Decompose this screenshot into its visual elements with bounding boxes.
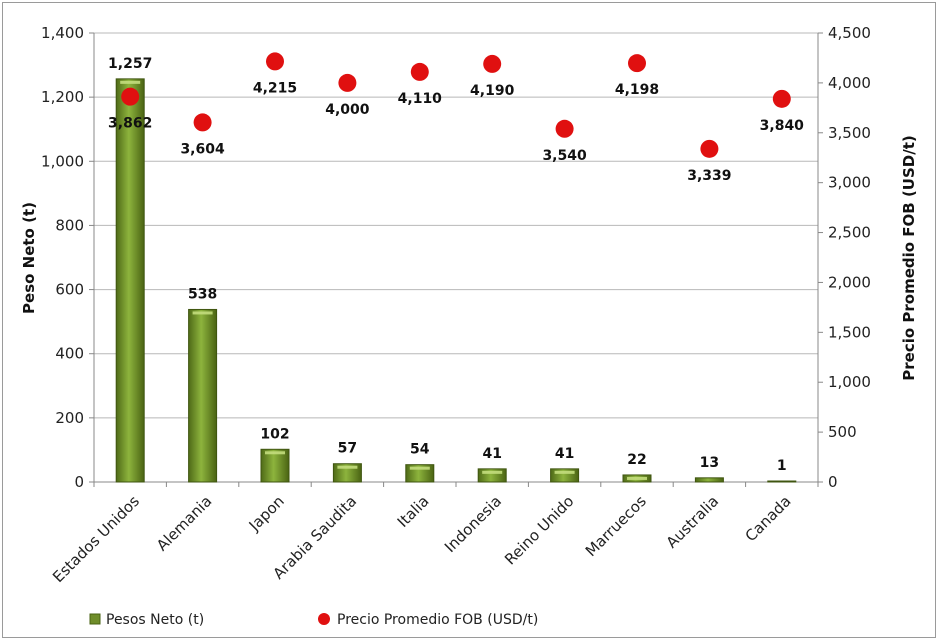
bar-data-label: 13 (700, 455, 719, 471)
y-left-tick-label: 1,200 (41, 88, 84, 106)
price-point (338, 73, 357, 92)
bar (550, 468, 580, 483)
y-axis-right-title: Precio Promedio FOB (USD/t) (900, 135, 918, 380)
bar-data-label: 1 (777, 458, 787, 474)
bar-data-label: 538 (188, 286, 217, 302)
category-label: Japon (245, 492, 288, 535)
price-point (121, 87, 140, 106)
bar-highlight (554, 470, 575, 474)
category-label: Indonesia (441, 492, 505, 556)
y-right-tick-label: 0 (828, 473, 838, 491)
bar-data-label: 22 (627, 452, 646, 468)
y-left-tick-label: 1,400 (41, 24, 84, 42)
axes: 0 200 400 600 800 1,000 1,200 1,400 0 500 1,000 1,5… (41, 24, 871, 491)
bar-highlight (265, 451, 285, 455)
y-left-tick-label: 0 (74, 473, 84, 491)
legend-label-bar: Pesos Neto (t) (106, 612, 204, 628)
point-data-label: 4,198 (615, 82, 659, 98)
y-right-tick-label: 500 (828, 423, 857, 441)
data-labels: 1,257 538 102 57 54 41 41 22 13 1 3,862 3,604 4,215 4… (108, 56, 804, 474)
bar-series (115, 78, 797, 483)
bar (694, 477, 724, 483)
y-left-tick-label: 1,000 (41, 152, 84, 170)
point-data-label: 3,540 (542, 148, 587, 164)
bar-highlight (192, 311, 213, 315)
scatter-series (121, 52, 791, 158)
point-data-label: 3,862 (108, 116, 152, 132)
bar-data-label: 41 (555, 446, 574, 462)
bar (260, 448, 290, 483)
bar (115, 78, 145, 483)
y-right-tick-label: 1,500 (828, 323, 871, 341)
category-label: Italia (394, 492, 433, 531)
legend-label-dot: Precio Promedio FOB (USD/t) (337, 612, 538, 628)
y-right-tick-label: 4,500 (828, 24, 871, 42)
point-data-label: 4,215 (253, 80, 297, 96)
bar-data-label: 57 (338, 441, 357, 457)
bar-highlight (627, 476, 647, 480)
legend-swatch-bar (89, 613, 101, 625)
point-data-label: 3,840 (760, 118, 805, 134)
price-point (410, 62, 429, 81)
category-label: Marruecos (582, 492, 650, 560)
y-left-tick-label: 200 (55, 409, 84, 427)
y-right-tick-label: 4,000 (828, 74, 871, 92)
bar-highlight (337, 465, 358, 469)
price-point (628, 54, 646, 73)
price-point (700, 139, 719, 158)
bar-highlight (120, 80, 141, 84)
y-right-tick-label: 2,000 (828, 273, 871, 291)
y-axis-left-title: Peso Neto (t) (20, 202, 38, 314)
price-point (772, 89, 791, 108)
legend-swatch-dot (318, 613, 330, 625)
legend: Pesos Neto (t) Precio Promedio FOB (USD/… (89, 612, 538, 628)
bar-data-label: 102 (260, 426, 289, 442)
bar-data-label: 1,257 (108, 56, 152, 72)
category-label: Canada (742, 492, 795, 545)
bar (188, 308, 218, 483)
category-label: Alemania (153, 492, 215, 554)
point-data-label: 4,110 (398, 91, 443, 107)
bar-highlight (482, 470, 503, 474)
bar (477, 468, 507, 483)
y-left-tick-label: 600 (55, 281, 84, 299)
bar (767, 480, 797, 483)
y-right-tick-label: 3,500 (828, 124, 871, 142)
bar-data-label: 41 (482, 446, 501, 462)
bar-data-label: 54 (410, 442, 430, 458)
category-label: Estados Unidos (49, 492, 143, 586)
category-label: Reino Unido (501, 492, 577, 568)
price-point (193, 113, 212, 132)
y-right-tick-label: 1,000 (828, 373, 871, 391)
y-right-tick-label: 3,000 (828, 174, 871, 192)
y-left-tick-label: 400 (55, 345, 84, 363)
point-data-label: 4,000 (325, 102, 370, 118)
y-right-tick-label: 2,500 (828, 224, 871, 242)
bar-highlight (409, 466, 430, 470)
point-data-label: 3,339 (687, 168, 731, 184)
category-label: Australia (663, 492, 723, 552)
point-data-label: 3,604 (180, 141, 225, 157)
price-point (555, 119, 574, 138)
point-data-label: 4,190 (470, 83, 515, 99)
y-left-tick-label: 800 (55, 216, 84, 234)
price-point (483, 54, 502, 73)
price-point (266, 52, 284, 71)
